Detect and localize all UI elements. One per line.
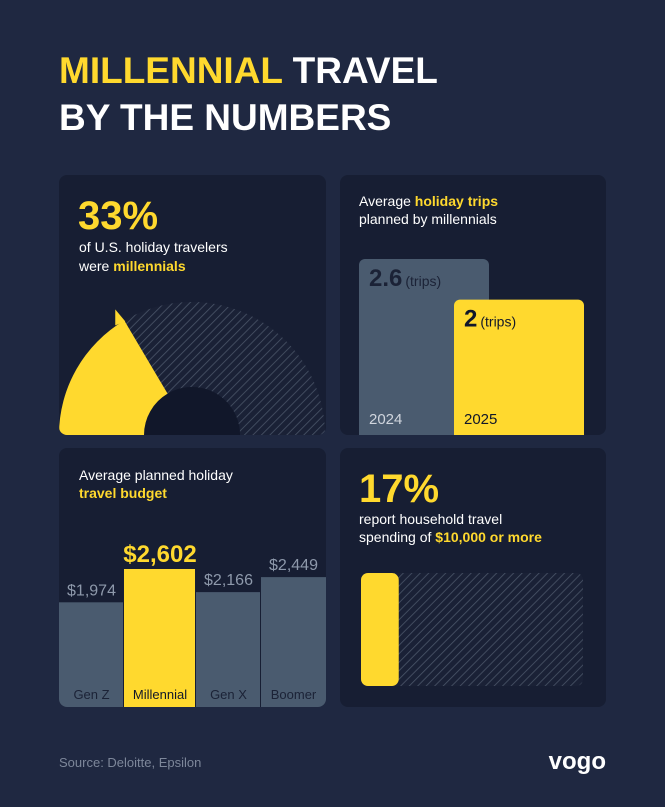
title-rest: TRAVEL [293, 50, 438, 91]
value-suffix: (trips) [405, 273, 441, 289]
subtitle: spending of $10,000 or more [359, 529, 542, 545]
subtitle-highlight: millennials [113, 258, 186, 274]
gauge-chart [59, 302, 325, 435]
subtitle-text: spending of [359, 529, 432, 545]
value: 2.6 [369, 265, 402, 292]
source: Source: Deloitte, Epsilon [59, 755, 201, 770]
category-label: Gen Z [73, 687, 109, 702]
value-label: 2 (trips) [464, 306, 516, 333]
bar [454, 299, 584, 435]
value: 2 [464, 306, 477, 333]
category-label: Gen X [210, 687, 247, 702]
logo: vogo [549, 748, 606, 775]
value-label: $2,166 [204, 572, 253, 589]
progress-bar [361, 573, 399, 686]
subtitle: report household travel [359, 511, 502, 527]
subtitle-text: were [78, 258, 110, 274]
title-line-2: BY THE NUMBERS [59, 97, 391, 138]
title-highlight: holiday trips [415, 193, 498, 209]
bar [59, 602, 123, 707]
category-label: Millennial [133, 687, 187, 702]
value-labels: $1,974 $2,602 $2,166 $2,449 [67, 541, 318, 599]
subtitle-highlight: $10,000 or more [435, 529, 542, 545]
big-stat: 33% [78, 194, 158, 238]
progress-chart [361, 573, 583, 686]
title-text: Average [359, 193, 411, 209]
gauge-value [59, 320, 168, 435]
chart-title: Average planned holiday [79, 467, 233, 483]
subtitle: of U.S. holiday travelers [79, 239, 228, 255]
gauge-pointer [115, 309, 126, 326]
progress-track [361, 573, 583, 686]
value-label: $2,602 [123, 541, 196, 568]
bar [196, 592, 260, 707]
value-label: 2.6 (trips) [369, 265, 441, 292]
bar [261, 577, 326, 707]
gauge-center [144, 387, 240, 435]
category-label: Boomer [271, 687, 317, 702]
big-stat: 17% [359, 467, 439, 511]
title-line-1: MILLENNIAL TRAVEL [59, 50, 438, 91]
chart-title: Average holiday trips [359, 193, 498, 209]
bar [124, 569, 195, 707]
value-label: $2,449 [269, 557, 318, 574]
title-highlight: MILLENNIAL [59, 50, 282, 91]
value-suffix: (trips) [480, 314, 516, 330]
chart-title: planned by millennials [359, 211, 497, 227]
bar-chart: Gen Z Millennial Gen X Boomer [59, 569, 326, 707]
category-label: 2024 [369, 411, 402, 428]
chart-title-highlight: travel budget [79, 485, 167, 501]
value-label: $1,974 [67, 582, 116, 599]
subtitle: were millennials [78, 258, 186, 274]
category-label: 2025 [464, 411, 497, 428]
